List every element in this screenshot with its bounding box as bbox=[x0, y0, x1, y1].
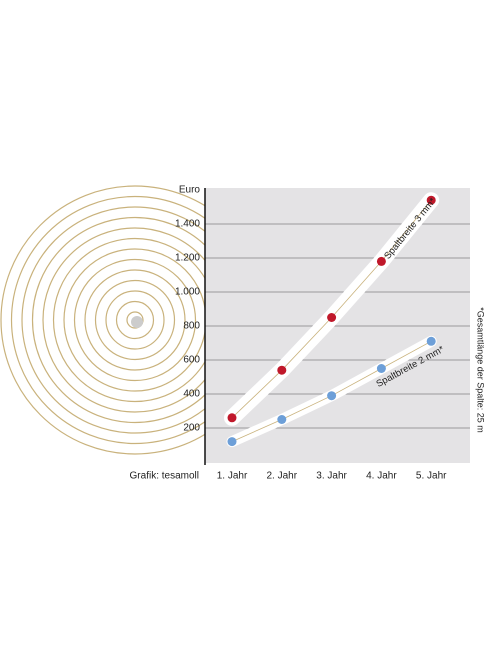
spiral-ring bbox=[73, 258, 197, 382]
x-tick-label: 2. Jahr bbox=[267, 471, 298, 482]
y-axis-label: Euro bbox=[179, 185, 201, 196]
y-tick-label: 800 bbox=[183, 321, 200, 332]
spiral-ring bbox=[115, 300, 155, 340]
spiral-ring bbox=[10, 195, 205, 445]
data-point bbox=[426, 195, 436, 205]
spiral-ring bbox=[42, 227, 205, 413]
data-point bbox=[227, 413, 237, 423]
data-point bbox=[277, 365, 287, 375]
x-tick-label: 4. Jahr bbox=[366, 471, 397, 482]
spiral-core bbox=[131, 316, 143, 328]
note: *Gesamtlänge der Spalte: 25 m bbox=[476, 307, 486, 433]
spiral-ring bbox=[63, 248, 205, 392]
y-tick-label: 600 bbox=[183, 355, 200, 366]
x-tick-label: 1. Jahr bbox=[217, 471, 248, 482]
spiral-ring bbox=[84, 269, 186, 371]
spiral-ring bbox=[52, 237, 205, 403]
data-point bbox=[227, 437, 237, 447]
data-point bbox=[426, 336, 436, 346]
y-tick-label: 1.000 bbox=[175, 287, 200, 298]
y-tick-label: 1.400 bbox=[175, 219, 200, 230]
spiral-ring bbox=[21, 206, 205, 434]
spiral-ring bbox=[126, 311, 144, 329]
source: Grafik: tesamoll bbox=[130, 471, 199, 482]
y-tick-label: 200 bbox=[183, 423, 200, 434]
spiral-ring bbox=[31, 216, 205, 424]
spiral-decoration bbox=[0, 185, 205, 455]
data-point bbox=[376, 256, 386, 266]
data-point bbox=[327, 391, 337, 401]
y-tick-label: 1.200 bbox=[175, 253, 200, 264]
x-tick-label: 3. Jahr bbox=[316, 471, 347, 482]
data-point bbox=[327, 313, 337, 322]
x-tick-label: 5. Jahr bbox=[416, 471, 447, 482]
y-tick-label: 400 bbox=[183, 389, 200, 400]
data-point bbox=[277, 415, 287, 424]
spiral-ring bbox=[0, 185, 205, 455]
spiral-ring bbox=[94, 279, 176, 361]
data-point bbox=[376, 364, 386, 373]
spiral-ring bbox=[105, 290, 165, 350]
